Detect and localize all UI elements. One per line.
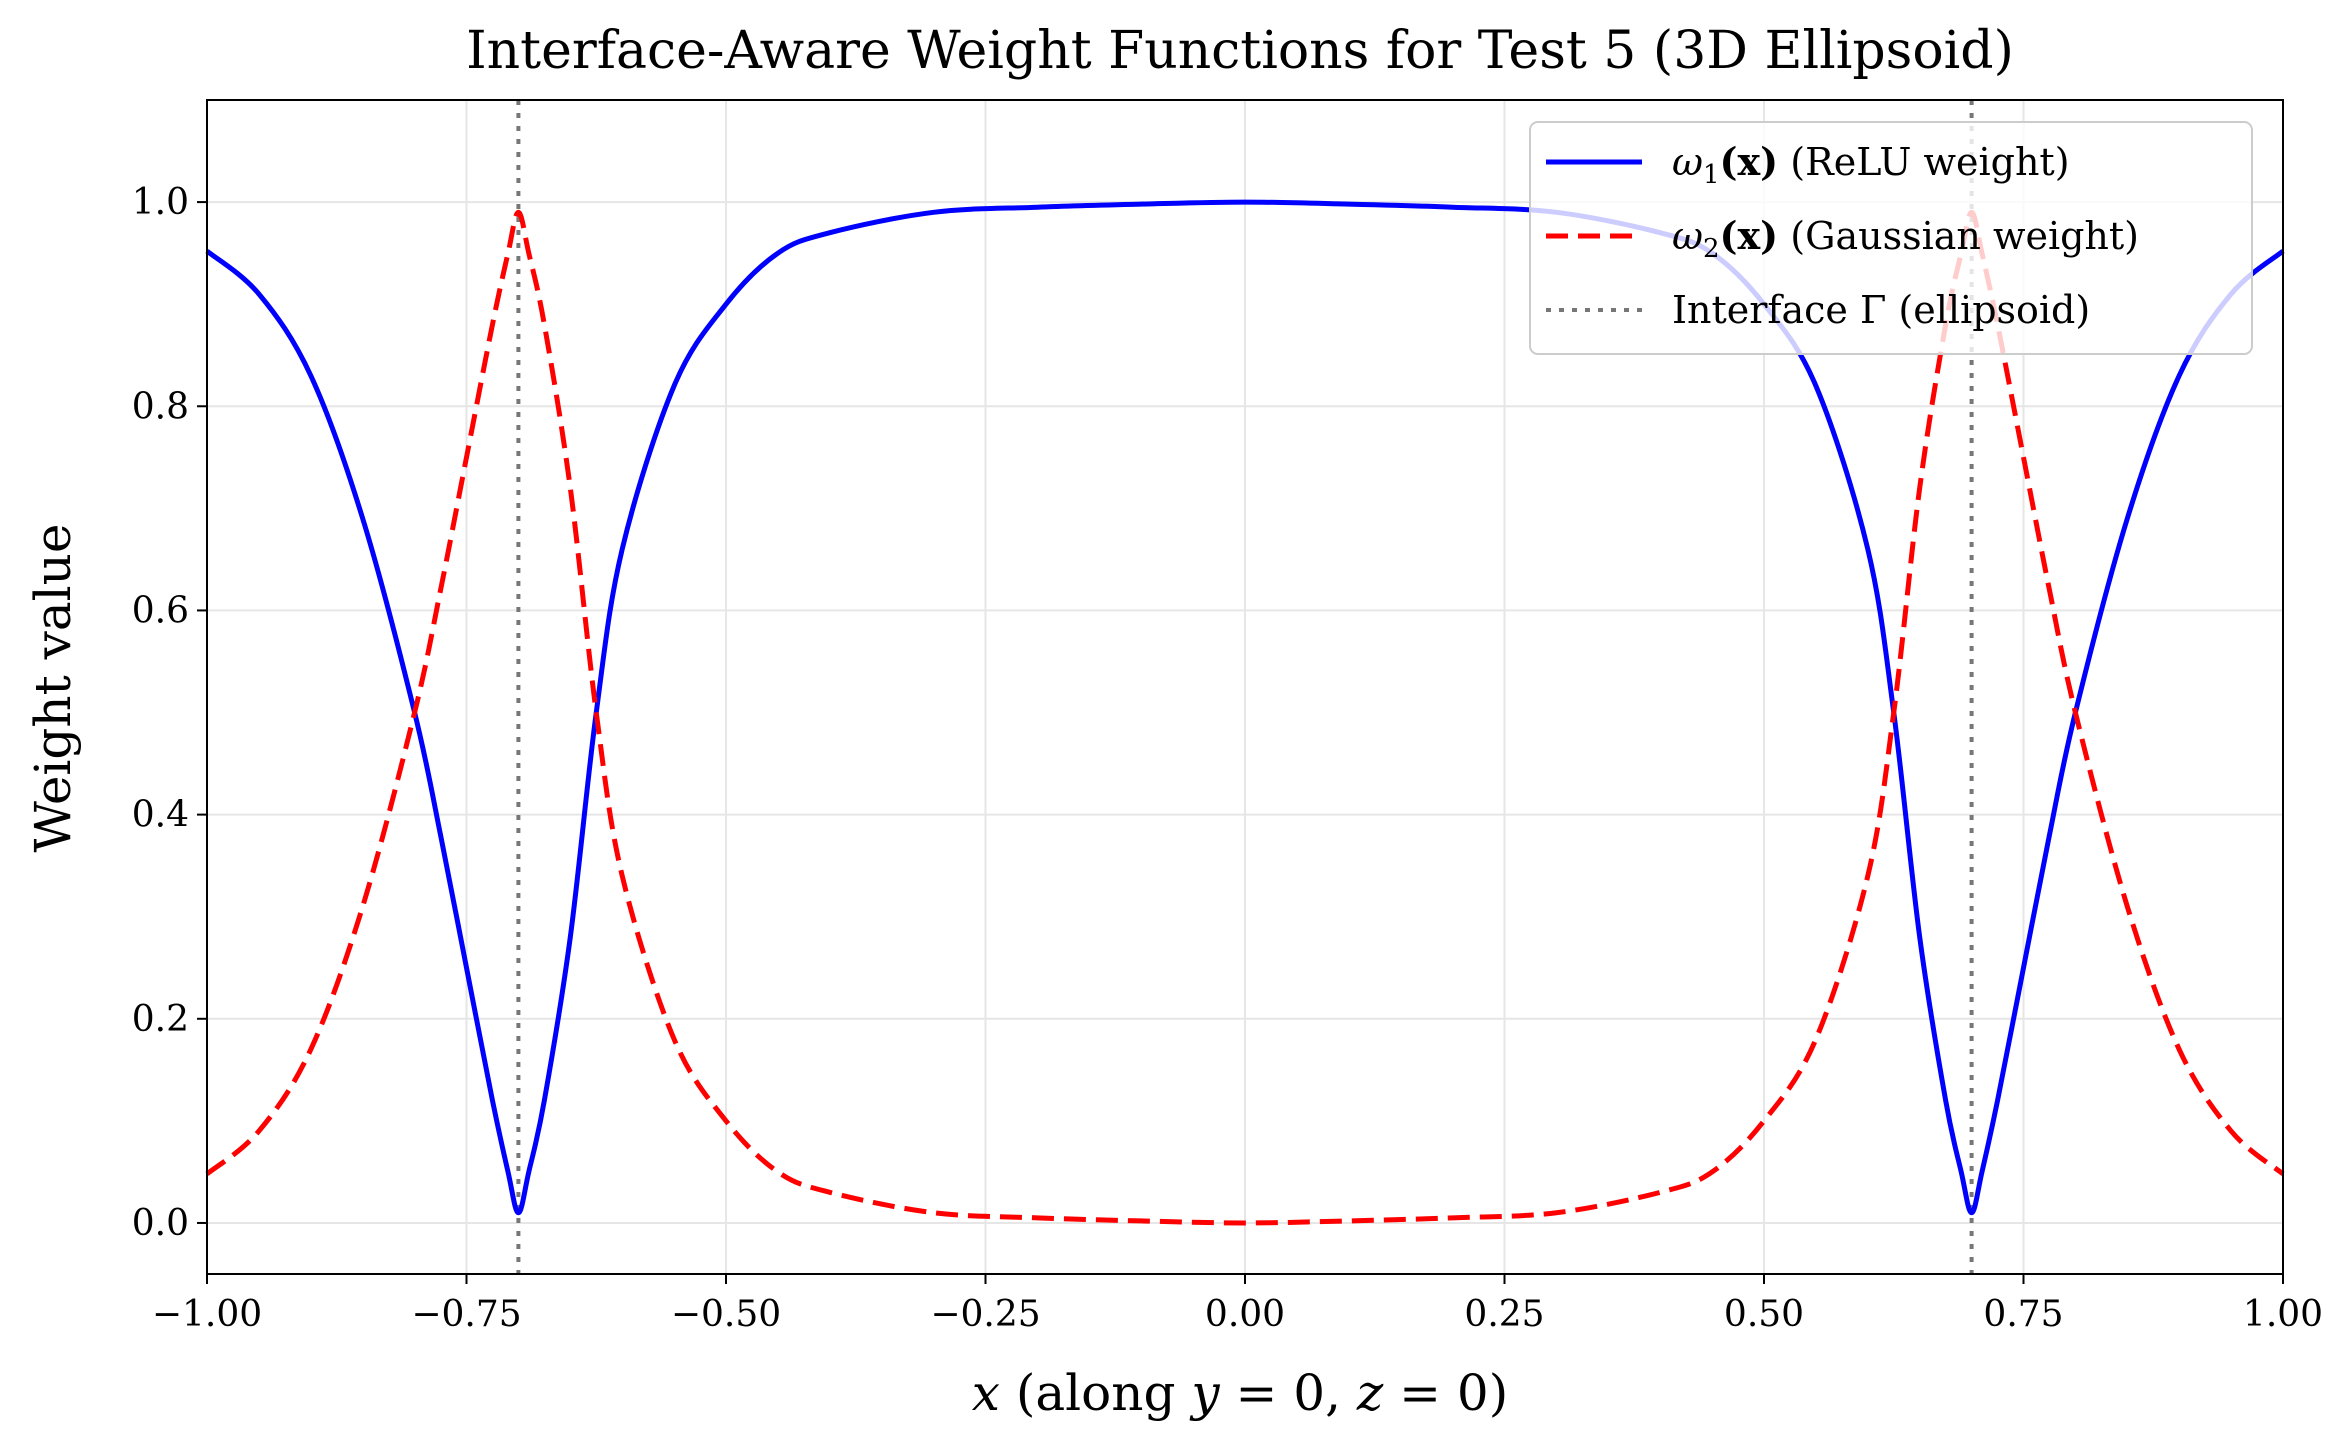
y-ticks: 0.0 0.2 0.4 0.6 0.8 1.0: [132, 182, 207, 1244]
y-axis-label: Weight value: [24, 524, 82, 853]
x-ticks: −1.00 −0.75 −0.50 −0.25 0.00 0.25 0.50 0.75 1.00: [152, 1274, 2323, 1335]
legend-entry-gaussian: ω2(x) (Gaussian weight): [1546, 213, 2139, 264]
y-tick-label: 0.0: [132, 1203, 189, 1244]
x-tick-label: −0.75: [411, 1294, 521, 1335]
x-tick-label: 0.25: [1464, 1294, 1544, 1335]
x-tick-label: 0.75: [1983, 1294, 2063, 1335]
chart-title: Interface-Aware Weight Functions for Tes…: [466, 21, 2014, 81]
x-tick-label: 1.00: [2243, 1294, 2323, 1335]
series-line-relu: [205, 199, 2285, 1216]
y-tick-label: 0.6: [132, 590, 189, 631]
series: [205, 199, 2285, 1226]
y-tick-label: 0.8: [132, 386, 189, 427]
x-tick-label: 0.50: [1724, 1294, 1804, 1335]
x-tick-label: 0.00: [1205, 1294, 1285, 1335]
legend-entry-relu: ω1(x) (ReLU weight): [1546, 139, 2070, 190]
legend-entry-interface: Interface Γ (ellipsoid): [1546, 288, 2090, 332]
series-line-gaussian: [205, 209, 2285, 1226]
x-tick-label: −1.00: [152, 1294, 262, 1335]
y-tick-label: 0.2: [132, 999, 189, 1040]
legend-label-gaussian: ω2(x) (Gaussian weight): [1672, 213, 2139, 264]
y-tick-label: 1.0: [132, 182, 189, 223]
y-tick-label: 0.4: [132, 795, 189, 836]
x-axis-label: x (along y = 0, z = 0): [972, 1364, 1508, 1422]
legend-box: [1529, 121, 2253, 355]
x-tick-label: −0.25: [930, 1294, 1040, 1335]
legend-label-relu: ω1(x) (ReLU weight): [1672, 139, 2070, 190]
legend-label-interface: Interface Γ (ellipsoid): [1672, 288, 2090, 332]
x-tick-label: −0.50: [671, 1294, 781, 1335]
legend: ω1(x) (ReLU weight) ω2(x) (Gaussian weig…: [1529, 121, 2253, 355]
